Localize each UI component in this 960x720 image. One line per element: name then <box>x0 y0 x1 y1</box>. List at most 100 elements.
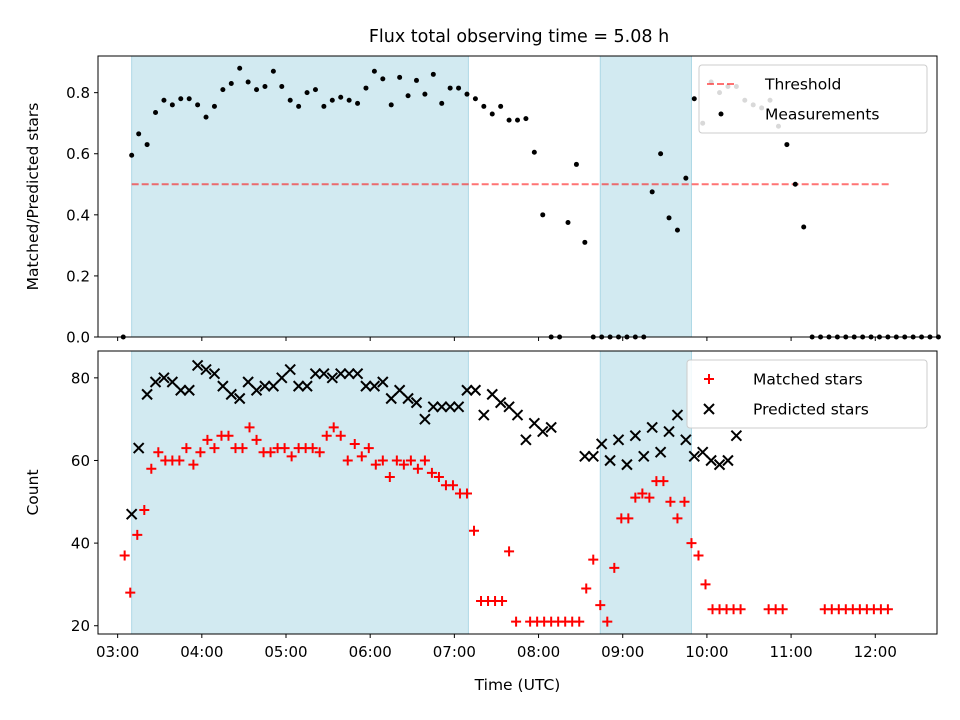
data-point <box>686 538 697 549</box>
data-point <box>139 505 150 516</box>
data-point <box>410 396 423 409</box>
legend-label: Matched stars <box>753 371 863 389</box>
data-point <box>169 102 175 108</box>
series-predicted-stars <box>125 359 743 520</box>
data-point <box>385 392 397 405</box>
data-point <box>679 496 690 507</box>
data-point <box>360 380 372 392</box>
data-point <box>276 372 288 384</box>
data-point <box>700 579 711 590</box>
data-point <box>136 131 142 137</box>
data-point <box>335 368 347 380</box>
data-point <box>191 359 204 372</box>
data-point <box>397 74 403 80</box>
data-point <box>581 583 592 594</box>
x-tick-label: 04:00 <box>180 643 223 661</box>
data-point <box>688 450 700 463</box>
data-point <box>181 443 192 454</box>
y-axis-label: Count <box>24 469 42 515</box>
data-point <box>175 384 187 396</box>
y-tick-label: 0.0 <box>66 329 90 347</box>
data-point <box>452 401 465 413</box>
data-point <box>412 463 423 474</box>
data-point <box>621 458 633 471</box>
data-point <box>328 422 339 433</box>
x-tick-label: 06:00 <box>349 643 392 661</box>
y-tick-label: 20 <box>71 617 90 635</box>
data-point <box>792 181 798 187</box>
shaded-interval <box>600 351 692 634</box>
data-point <box>377 455 388 466</box>
data-point <box>292 380 305 392</box>
y-tick-label: 60 <box>71 452 90 470</box>
data-point <box>506 117 512 123</box>
data-point <box>497 595 508 606</box>
data-point <box>208 368 221 380</box>
data-point <box>494 396 507 409</box>
data-point <box>713 458 726 471</box>
data-point <box>402 392 414 405</box>
data-point <box>144 142 150 148</box>
data-point <box>478 409 490 421</box>
data-point <box>209 443 220 454</box>
data-point <box>472 96 478 102</box>
data-point <box>427 401 440 413</box>
data-point <box>161 97 167 103</box>
data-point <box>356 451 367 462</box>
data-point <box>693 550 704 561</box>
data-point <box>237 443 248 454</box>
data-point <box>649 189 655 195</box>
data-point <box>672 513 683 524</box>
data-point <box>195 102 201 108</box>
data-point <box>528 417 541 430</box>
data-point <box>666 215 672 221</box>
panels: 0.0 0.2 0.4 0.6 0.8 Matched/Predicted stars Th… <box>24 55 941 694</box>
data-point <box>183 384 195 396</box>
data-point <box>141 388 153 401</box>
data-point <box>629 429 642 442</box>
data-point <box>469 384 482 396</box>
x-axis-label: Time (UTC) <box>474 676 561 694</box>
data-point <box>730 429 743 442</box>
y-tick-label: 80 <box>71 369 90 387</box>
data-point <box>233 392 246 405</box>
data-point <box>433 472 444 483</box>
data-point <box>318 368 330 380</box>
legend-marker <box>703 403 715 415</box>
data-point <box>486 388 498 401</box>
data-point <box>346 97 352 103</box>
data-point <box>377 376 389 388</box>
data-point <box>398 459 409 470</box>
x-tick-label: 12:00 <box>854 643 897 661</box>
data-point <box>279 84 285 90</box>
data-point <box>545 421 557 434</box>
data-point <box>393 384 406 396</box>
data-point <box>413 77 419 83</box>
y-axis-label: Matched/Predicted stars <box>24 103 42 291</box>
data-point <box>200 363 212 376</box>
legend-label: Threshold <box>764 76 841 94</box>
data-point <box>573 161 579 167</box>
data-point <box>391 455 402 466</box>
data-point <box>623 513 634 524</box>
panel-bottom: 20 40 60 80 03:00 04:00 05:00 06:00 07:00 08:00 09… <box>24 350 938 694</box>
data-point <box>511 409 524 421</box>
data-point <box>244 422 255 433</box>
data-point <box>705 454 717 467</box>
data-point <box>186 96 192 102</box>
data-point <box>355 100 361 106</box>
data-point <box>368 380 381 392</box>
data-point <box>504 546 515 557</box>
y-tick-label: 0.4 <box>66 206 90 224</box>
data-point <box>384 472 395 483</box>
data-point <box>314 447 325 458</box>
data-point <box>587 450 599 463</box>
data-point <box>188 459 199 470</box>
data-point <box>523 116 529 122</box>
data-point <box>422 91 428 97</box>
data-point <box>342 455 353 466</box>
data-point <box>579 450 591 463</box>
data-point <box>245 79 251 85</box>
data-point <box>469 525 480 536</box>
